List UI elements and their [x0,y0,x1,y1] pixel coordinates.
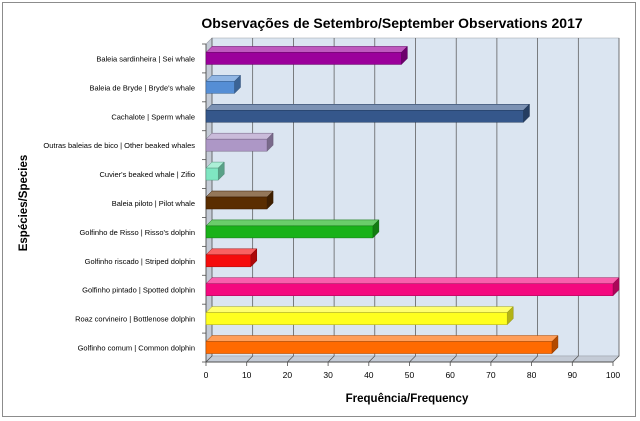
category-label: Outras baleias de bico | Other beaked wh… [43,141,195,150]
bar-top [205,104,531,111]
x-tick-label: 30 [323,370,333,380]
bar [205,196,268,210]
x-tick-label: 0 [204,370,209,380]
x-tick-label: 10 [242,370,252,380]
x-tick-label: 90 [568,370,578,380]
bar [205,52,402,65]
x-tick-label: 100 [606,370,620,380]
category-label: Cuvier's beaked whale | Zifio [99,170,195,179]
category-label: Baleia de Bryde | Bryde's whale [89,83,195,92]
y-axis-label: Espécies/Species [18,155,30,252]
category-label: Roaz corvineiro | Bottlenose dolphin [75,315,195,324]
bar [205,81,235,94]
category-label: Golfinho pintado | Spotted dolphin [82,286,195,295]
x-tick-label: 70 [486,370,496,380]
x-tick-label: 40 [364,370,374,380]
category-label: Golfinho riscado | Striped dolphin [85,257,195,266]
category-label: Cachalote | Sperm whale [111,112,195,121]
bar-top [205,248,258,256]
chart-title: Observações de Setembro/September Observ… [201,15,582,31]
bar [205,312,508,325]
x-gridline [368,38,376,363]
bar-top [205,306,514,313]
x-tick-label: 20 [283,370,293,380]
bar [205,167,219,181]
category-label: Golfinho comum | Common dolphin [78,344,195,353]
x-gridline [572,38,579,363]
x-gridline [612,38,620,363]
bar-top [205,46,408,53]
x-tick-label: 60 [445,370,455,380]
bar [205,283,614,296]
x-tick-label: 50 [405,370,415,380]
category-label: Golfinho de Risso | Risso's dolphin [79,228,195,237]
bar-top [205,219,380,227]
x-gridline [449,38,457,363]
bar [205,225,374,239]
x-gridline [409,38,416,363]
bar-top [205,277,620,284]
bar-top [205,132,274,140]
bar-top [205,335,559,342]
x-gridline [531,38,538,363]
bar-top [205,190,274,198]
x-gridline [287,38,294,363]
bar [205,138,268,152]
bar [205,110,524,123]
x-gridline [490,38,498,363]
x-axis-label: Frequência/Frequency [346,393,469,405]
bar [205,341,553,354]
x-gridline [327,38,335,363]
bar [205,254,252,268]
x-tick-label: 80 [527,370,537,380]
category-label: Baleia piloto | Pilot whale [112,199,195,208]
category-label: Baleia sardinheira | Sei whale [96,54,195,63]
